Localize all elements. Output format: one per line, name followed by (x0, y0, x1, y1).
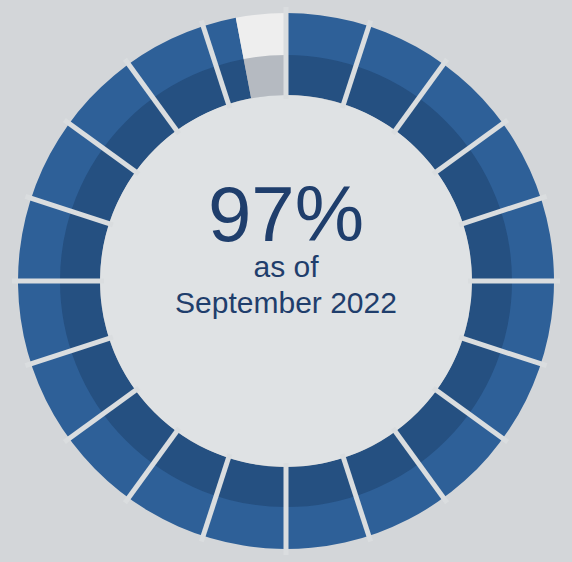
svg-text:as of: as of (253, 250, 319, 283)
svg-text:97%: 97% (208, 170, 364, 258)
svg-text:September 2022: September 2022 (175, 286, 397, 319)
